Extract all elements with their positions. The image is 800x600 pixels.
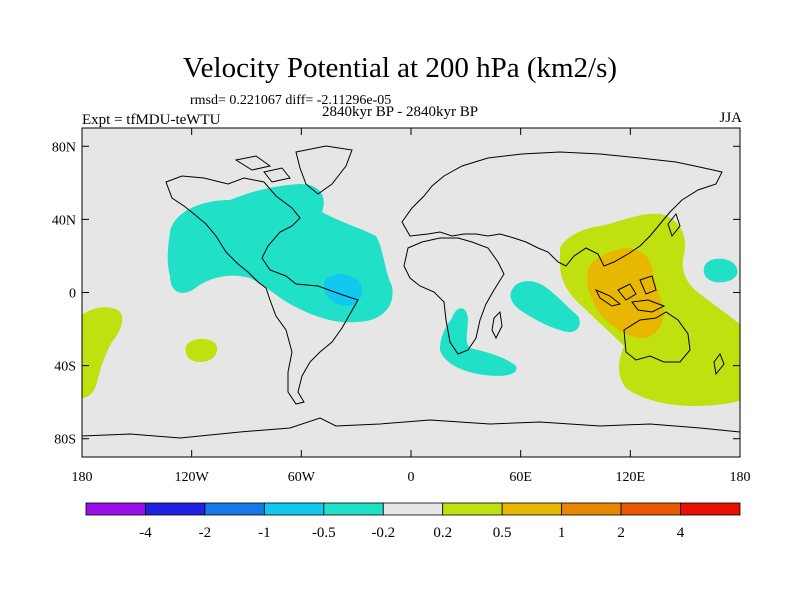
colorbar-swatch xyxy=(620,502,681,516)
period-label: 2840kyr BP - 2840kyr BP xyxy=(322,104,479,120)
contour-fills xyxy=(82,184,740,406)
coastline-antarctica xyxy=(82,417,740,439)
colorbar-label: 0.2 xyxy=(433,525,452,541)
colorbar-label: -2 xyxy=(199,525,212,541)
coastline-islands xyxy=(667,212,725,376)
coastlines xyxy=(82,145,740,439)
season-label: JJA xyxy=(719,110,742,126)
colorbar-label: 0.5 xyxy=(493,525,512,541)
lon-tick-label: 180 xyxy=(730,470,751,485)
colorbar-label: 2 xyxy=(617,525,625,541)
colorbar-swatch xyxy=(323,502,384,516)
contour-negative-indian-ocean xyxy=(510,281,580,333)
lon-tick-label: 0 xyxy=(408,470,415,485)
colorbar-swatch xyxy=(442,502,503,516)
experiment-label: Expt = tfMDU-teWTU xyxy=(82,112,221,128)
colorbar-label: -1 xyxy=(258,525,271,541)
stats-text: rmsd= 0.221067 diff= -2.11296e-05 xyxy=(190,93,392,108)
colorbar-swatch xyxy=(561,502,622,516)
lat-tick-label: 80S xyxy=(54,433,76,448)
contour-negative-pacific xyxy=(703,258,738,283)
contour-negative-south-africa xyxy=(440,308,517,376)
lon-tick-label: 60W xyxy=(288,470,316,485)
lat-tick-label: 40N xyxy=(52,213,76,228)
colorbar-label: -0.5 xyxy=(312,525,336,541)
colorbar-label: -0.2 xyxy=(371,525,395,541)
coastline-arctic-islands xyxy=(234,155,291,183)
colorbar-swatch xyxy=(204,502,265,516)
latitude-axis: 80N 40N 0 40S 80S xyxy=(52,140,740,448)
coastline-madagascar xyxy=(491,310,503,340)
lon-tick-label: 180 xyxy=(72,470,93,485)
colorbar-swatch xyxy=(501,502,563,516)
colorbar: -4 -2 -1 -0.5 -0.2 0.2 0.5 1 2 4 xyxy=(85,502,741,541)
colorbar-swatch xyxy=(680,502,741,516)
colorbar-label: -4 xyxy=(139,525,152,541)
colorbar-swatch xyxy=(382,502,444,516)
coastline-maritime-continent xyxy=(594,275,666,313)
contour-positive-core xyxy=(587,248,664,338)
lat-tick-label: 0 xyxy=(69,287,76,302)
colorbar-label: 4 xyxy=(677,525,685,541)
lon-tick-label: 60E xyxy=(509,470,532,485)
map-title: Velocity Potential at 200 hPa (km2/s) xyxy=(182,52,618,84)
longitude-axis: 180 120W 60W 0 60E 120E 180 xyxy=(72,128,751,485)
plot-area xyxy=(81,127,741,458)
colorbar-swatch xyxy=(85,502,146,516)
colorbar-swatch xyxy=(145,502,206,516)
lon-tick-label: 120E xyxy=(616,470,646,485)
lon-tick-label: 120W xyxy=(175,470,210,485)
coastline-australia xyxy=(623,311,691,363)
lat-tick-label: 40S xyxy=(54,360,76,375)
contour-positive-east-pacific xyxy=(82,307,123,399)
colorbar-label: 1 xyxy=(558,525,566,541)
coastline-eurasia xyxy=(401,151,723,267)
colorbar-swatch xyxy=(263,502,325,516)
coastline-greenland xyxy=(295,145,353,195)
contour-positive-south-pacific xyxy=(185,338,218,362)
coastline-americas xyxy=(165,175,359,405)
coastline-africa xyxy=(403,237,505,355)
lat-tick-label: 80N xyxy=(52,140,76,155)
